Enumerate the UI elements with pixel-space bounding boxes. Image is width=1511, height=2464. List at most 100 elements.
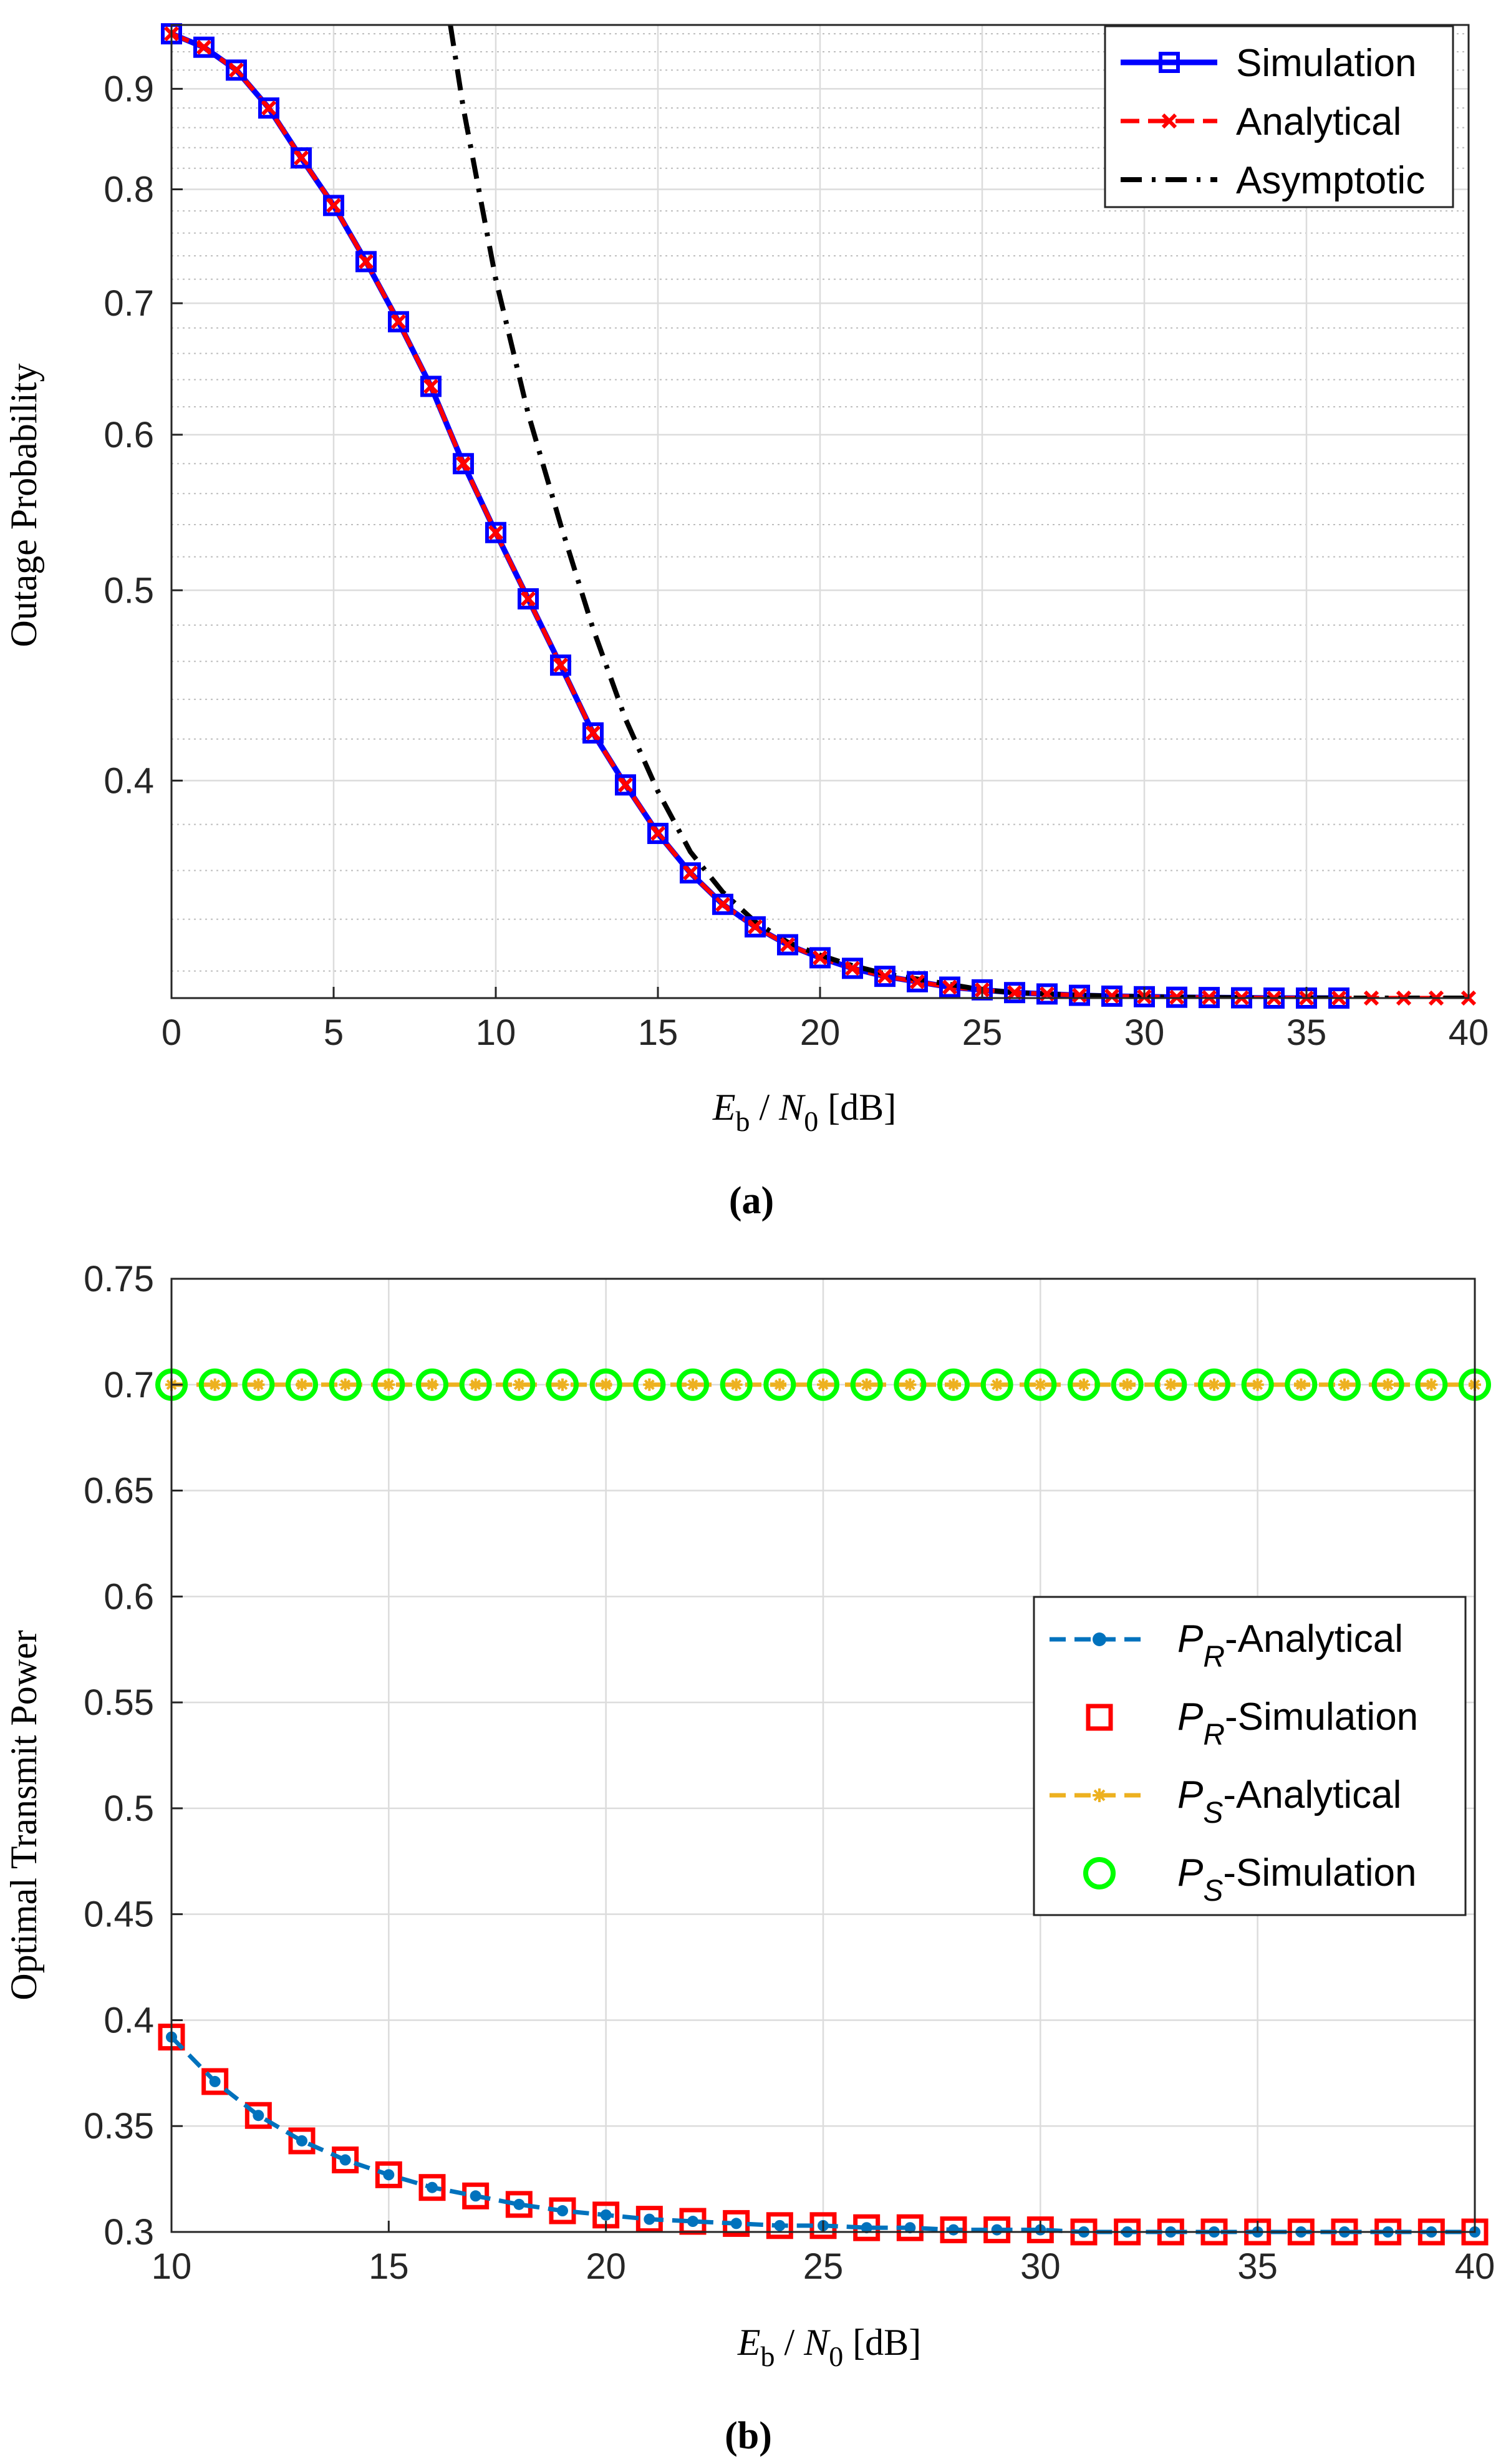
pr-analytical-marker: [513, 2198, 525, 2210]
ps-analytical-marker: [1208, 1378, 1220, 1391]
pr-analytical-marker: [948, 2224, 959, 2236]
legend-label-simulation: Simulation: [1236, 42, 1416, 85]
analytical-marker-stroke: [423, 379, 439, 394]
legend-label-ps-analytical: PS-Analytical: [1177, 1773, 1401, 1830]
ps-analytical-marker-stroke: [948, 1379, 959, 1390]
legend-label-ps-simulation: PS-Simulation: [1177, 1851, 1417, 1908]
panel-b-x-tick-label: 30: [1020, 2246, 1061, 2287]
legend-pr-analytical-marker: [1093, 1632, 1106, 1646]
ps-analytical-marker: [730, 1378, 743, 1391]
panel-a-y-tick-label: 0.8: [104, 170, 154, 210]
legend-label-main: P: [1177, 1618, 1203, 1661]
panel-a-caption: (a): [729, 1180, 774, 1222]
simulation-marker: [550, 654, 571, 676]
legend-ps-analytical-marker: [1093, 1789, 1106, 1802]
panel-b-y-tick-label: 0.3: [104, 2212, 154, 2253]
ps-analytical-marker: [382, 1378, 395, 1391]
analytical-marker-stroke: [261, 100, 277, 116]
analytical-marker-stroke: [326, 198, 342, 213]
pr-analytical-marker: [600, 2209, 612, 2221]
analytical-marker-stroke: [488, 525, 504, 540]
ps-analytical-marker-stroke: [644, 1379, 655, 1390]
pr-analytical-marker: [383, 2169, 395, 2181]
ps-analytical-marker-stroke: [1122, 1379, 1133, 1390]
panel-a-y-tick-label: 0.4: [104, 760, 154, 801]
ps-simulation-marker: [807, 1368, 839, 1401]
ps-simulation-marker: [198, 1368, 231, 1401]
ps-analytical-marker-stroke: [1426, 1379, 1437, 1390]
legend-label-sub: S: [1203, 1797, 1223, 1830]
analytical-marker: [358, 254, 374, 269]
ps-simulation-marker: [459, 1368, 492, 1401]
ps-analytical-marker: [296, 1378, 308, 1391]
simulation-marker: [582, 722, 604, 744]
analytical-marker-stroke: [1104, 988, 1120, 1004]
pr-analytical-marker: [209, 2075, 221, 2087]
ps-analytical-marker-stroke: [340, 1379, 351, 1390]
analytical-marker: [585, 725, 601, 741]
ps-simulation-marker: [980, 1368, 1013, 1401]
analytical-marker-stroke: [682, 865, 698, 881]
ps-analytical-marker-stroke: [557, 1379, 568, 1390]
ps-analytical-marker-stroke: [861, 1379, 872, 1390]
panel-a-y-tick-label: 0.5: [104, 570, 154, 611]
panel-b-x-axis-label: Eb / N0 [dB]: [737, 2322, 921, 2372]
legend-label-rest: -Simulation: [1225, 1695, 1418, 1739]
ps-analytical-marker: [860, 1378, 873, 1391]
panel-b-y-tick-label: 0.45: [84, 1894, 154, 1935]
ps-analytical-marker-stroke: [1295, 1379, 1306, 1390]
simulation-marker: [355, 251, 377, 273]
analytical-marker: [390, 314, 407, 329]
analytical-marker: [196, 39, 212, 55]
ps-analytical-marker: [1121, 1378, 1134, 1391]
analytical-marker-stroke: [520, 591, 536, 607]
ps-analytical-marker-stroke: [774, 1379, 785, 1390]
simulation-marker: [842, 958, 863, 979]
ps-analytical-marker-stroke: [513, 1379, 524, 1390]
analytical-marker: [682, 865, 698, 881]
ps-analytical-marker-stroke: [383, 1379, 394, 1390]
simulation-marker: [809, 947, 831, 969]
simulation-marker: [1069, 984, 1090, 1006]
analytical-marker: [1007, 985, 1023, 1001]
panel-a-x-tick-label: 0: [162, 1012, 181, 1053]
panel-b-x-tick-label: 15: [369, 2246, 409, 2287]
ps-simulation-marker: [1371, 1368, 1404, 1401]
pr-analytical-marker: [253, 2110, 264, 2122]
simulation-marker: [291, 147, 312, 169]
analytical-marker: [617, 777, 634, 793]
ps-simulation-marker: [1328, 1368, 1361, 1401]
ps-simulation-marker: [372, 1368, 405, 1401]
ps-analytical-marker: [513, 1378, 526, 1391]
ps-analytical-marker: [556, 1378, 569, 1391]
analytical-marker: [423, 379, 439, 394]
ps-analytical-marker: [339, 1378, 352, 1391]
ps-simulation-marker: [329, 1368, 362, 1401]
ps-analytical-marker-stroke: [296, 1379, 307, 1390]
ps-simulation-marker: [286, 1368, 318, 1401]
analytical-marker-stroke: [715, 896, 731, 912]
panel-b-y-tick-label: 0.35: [84, 2106, 154, 2146]
pr-analytical-marker: [427, 2181, 438, 2193]
analytical-marker: [326, 198, 342, 213]
panel-a-x-axis-label: Eb / N0 [dB]: [712, 1087, 896, 1137]
legend-label-pr-analytical: PR-Analytical: [1177, 1618, 1403, 1674]
analytical-marker: [293, 150, 309, 166]
pr-analytical-marker: [991, 2224, 1003, 2236]
analytical-marker-stroke: [293, 150, 309, 166]
panel-b-y-tick-label: 0.55: [84, 1682, 154, 1723]
analytical-marker-stroke: [390, 314, 407, 329]
panel-b-legend-box: [1033, 1596, 1467, 1916]
panel-b-legend: PR-AnalyticalPR-SimulationPS-AnalyticalP…: [1033, 1596, 1467, 1916]
ps-analytical-marker-stroke: [1078, 1379, 1089, 1390]
simulation-marker: [874, 966, 895, 987]
ps-simulation-marker: [503, 1368, 536, 1401]
panel-b-series: [155, 1368, 1491, 2246]
panel-b-x-tick-label: 35: [1237, 2246, 1278, 2287]
panel-a-ticks: 0 5 10 15 20 25 30 35 40 0.4 0.5 0.6 0.7 0.8 0.9: [104, 69, 1489, 1053]
simulation-marker: [745, 916, 766, 938]
panel-b-y-tick-label: 0.5: [104, 1788, 154, 1829]
panel-b-caption: (b): [725, 2415, 772, 2457]
analytical-marker-stroke: [909, 974, 925, 989]
analytical-marker: [228, 62, 244, 78]
